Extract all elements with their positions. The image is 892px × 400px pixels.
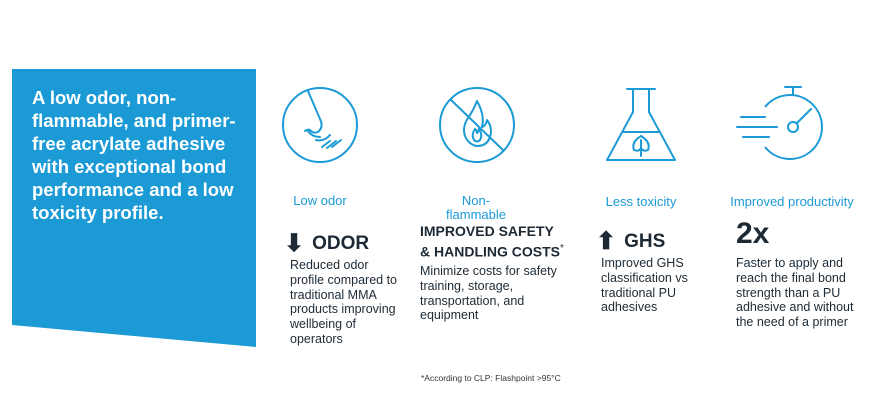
feature-headline: IMPROVED SAFETY & HANDLING COSTS* [420,223,564,261]
feature-headline: ⬆ GHS [596,227,665,256]
feature-description: Improved GHS classification vs tradition… [601,256,688,315]
intro-panel-background [12,69,256,347]
headline-line-2: & HANDLING COSTS [420,243,560,260]
headline-text: GHS [624,231,666,252]
feature-label: Less toxicity [605,194,677,209]
footnote-marker: * [560,243,564,254]
feature-description: Faster to apply and reach the final bond… [736,256,854,330]
no-fire-icon [439,87,515,163]
flask-leaf-icon [606,88,676,161]
feature-headline: 2x [736,217,770,250]
intro-text: A low odor, non-flammable, and primer-fr… [32,87,236,223]
feature-headline: ⬇ ODOR [284,229,369,258]
arrow-up-icon: ⬆ [596,228,617,255]
stopwatch-icon [736,86,823,160]
headline-line-1: IMPROVED SAFETY [420,223,554,239]
headline-text: ODOR [312,233,370,254]
feature-label: Improved productivity [730,194,854,209]
feature-description: Minimize costs for safety training, stor… [420,264,557,323]
footnote: *According to CLP: Flashpoint >95°C [421,373,561,383]
feature-label: Low odor [293,193,347,208]
feature-label: Non-flammable [446,193,506,222]
nose-icon [282,87,358,163]
intro-panel: A low odor, non-flammable, and primer-fr… [0,0,258,400]
arrow-down-icon: ⬇ [284,230,305,257]
feature-description: Reduced odor profile compared to traditi… [290,258,398,346]
